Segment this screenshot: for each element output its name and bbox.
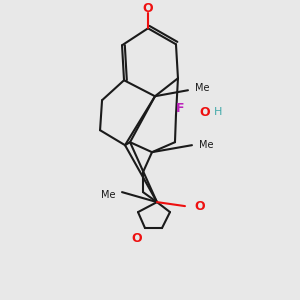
Text: Me: Me <box>199 140 213 150</box>
Text: Me: Me <box>100 190 115 200</box>
Text: F: F <box>176 102 184 115</box>
Text: O: O <box>143 2 153 15</box>
Text: H: H <box>214 107 222 117</box>
Text: Me: Me <box>195 83 209 93</box>
Text: O: O <box>132 232 142 244</box>
Text: O: O <box>194 200 205 213</box>
Text: O: O <box>200 106 210 119</box>
